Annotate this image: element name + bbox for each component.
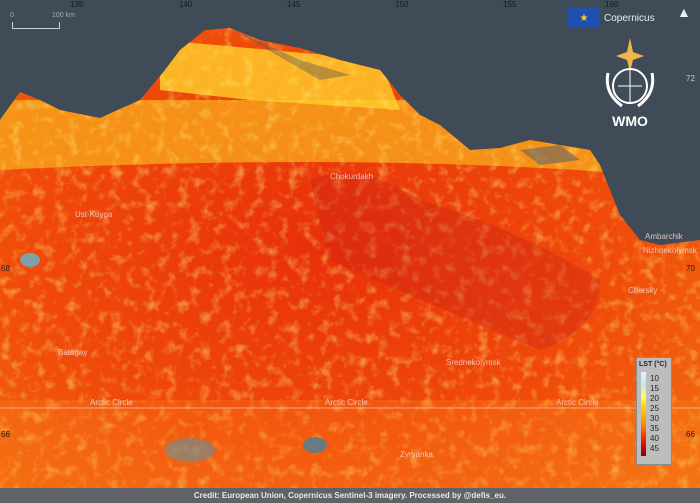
place-label: Ust-Kuyga: [75, 210, 113, 219]
place-label: Nizhnekolymsk: [643, 246, 697, 255]
lat-tick: 72: [686, 74, 695, 83]
scale-bar: [12, 22, 60, 29]
lon-tick: 150: [395, 0, 409, 9]
logos: ★ Copernicus: [568, 8, 655, 28]
lat-tick: 66: [686, 430, 695, 439]
legend-value: 25: [650, 404, 659, 413]
place-label: Srednekolymsk: [446, 358, 501, 367]
scale-start: 0: [10, 12, 14, 19]
place-label: Ambarchik: [645, 232, 683, 241]
legend-value: 15: [650, 384, 659, 393]
place-label: Chersky: [628, 286, 658, 295]
eu-flag-logo: ★: [568, 8, 600, 28]
wmo-emblem-icon: [605, 38, 655, 108]
place-label: Batagay: [58, 348, 88, 357]
lon-tick: 160: [605, 0, 619, 9]
place-label: Chokurdakh: [330, 172, 374, 181]
wmo-logo: WMO: [596, 38, 664, 129]
lon-tick: 135: [70, 0, 84, 9]
legend-colorbar: [641, 372, 646, 456]
lon-tick: 145: [287, 0, 301, 9]
arctic-circle-label: Arctic Circle: [325, 398, 368, 407]
legend-value: 30: [650, 414, 659, 423]
legend-value: 40: [650, 434, 659, 443]
lst-legend: LST (°C) 10 15 20 25 30 35 40 45: [636, 357, 672, 465]
wmo-text: WMO: [612, 113, 648, 129]
lat-tick: 68: [1, 264, 10, 273]
lst-map: [0, 28, 700, 488]
north-arrow-icon: ▲: [677, 4, 691, 20]
legend-value: 45: [650, 444, 659, 453]
arctic-circle-label: Arctic Circle: [556, 398, 599, 407]
lat-tick: 66: [1, 430, 10, 439]
credit-bar: Credit: European Union, Copernicus Senti…: [0, 488, 700, 503]
arctic-circle-label: Arctic Circle: [90, 398, 133, 407]
copernicus-logo: Copernicus: [604, 12, 655, 24]
place-label: Zyryanka: [400, 450, 433, 459]
scale-end: 100 km: [52, 12, 75, 19]
lat-tick: 70: [686, 264, 695, 273]
lon-tick: 155: [503, 0, 517, 9]
legend-value: 10: [650, 374, 659, 383]
legend-value: 20: [650, 394, 659, 403]
legend-value: 35: [650, 424, 659, 433]
lon-tick: 140: [179, 0, 193, 9]
legend-title: LST (°C): [639, 361, 667, 368]
